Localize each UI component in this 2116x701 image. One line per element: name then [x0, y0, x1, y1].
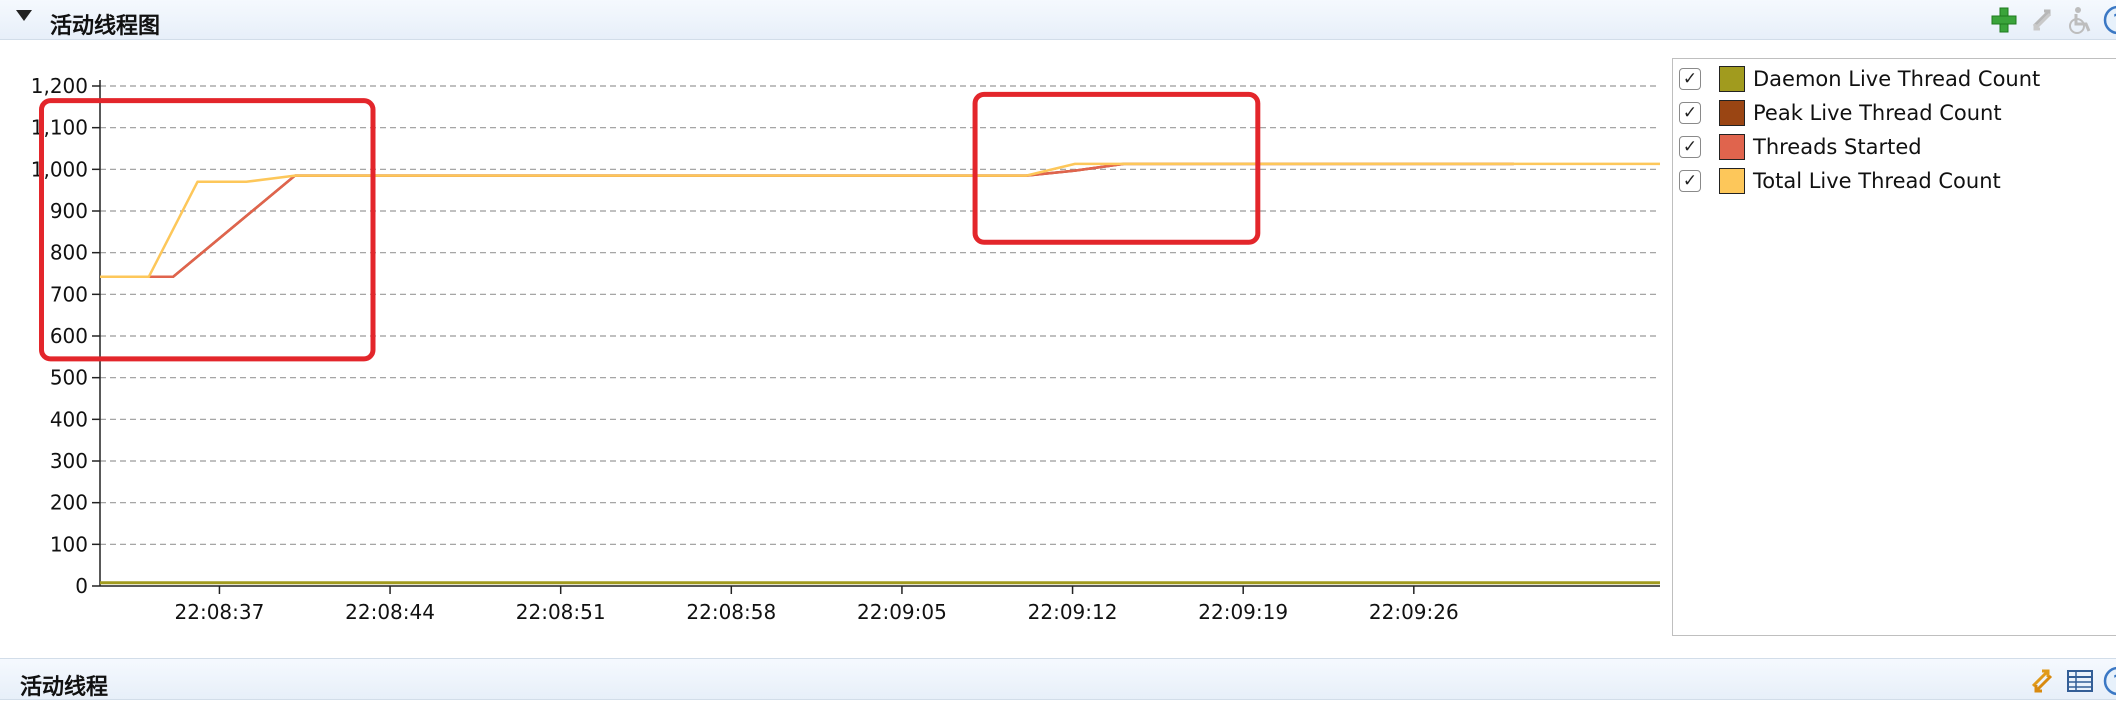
y-tick-label: 800: [50, 241, 88, 265]
x-tick-label: 22:09:05: [857, 600, 947, 624]
series-line-2: [100, 162, 1514, 279]
y-tick-label: 100: [50, 532, 88, 556]
legend-checkbox[interactable]: ✓: [1679, 136, 1701, 158]
legend-item-peak[interactable]: ✓ Peak Live Thread Count: [1673, 97, 2002, 129]
legend-label: Total Live Thread Count: [1753, 169, 2001, 193]
legend-item-daemon[interactable]: ✓ Daemon Live Thread Count: [1673, 63, 2040, 95]
legend-swatch: [1719, 100, 1745, 126]
svg-text:?: ?: [2113, 672, 2116, 692]
highlight-box: [972, 91, 1261, 245]
add-icon[interactable]: [1988, 4, 2020, 36]
refresh-icon[interactable]: [2026, 4, 2058, 36]
y-tick-label: 300: [50, 449, 88, 473]
x-tick-label: 22:08:51: [516, 600, 606, 624]
y-tick-label: 700: [50, 282, 88, 306]
legend-checkbox[interactable]: ✓: [1679, 170, 1701, 192]
chart-toolbar: ?: [1988, 4, 2116, 36]
y-tick-label: 200: [50, 491, 88, 515]
collapse-triangle-icon[interactable]: [16, 10, 32, 21]
legend-item-threads-started[interactable]: ✓ Threads Started: [1673, 131, 1922, 163]
y-tick-label: 400: [50, 407, 88, 431]
active-threads-header: 活动线程 ?: [0, 658, 2116, 700]
section-title: 活动线程图: [50, 14, 161, 39]
svg-text:?: ?: [2113, 11, 2116, 31]
threads-toolbar: ?: [2026, 665, 2116, 697]
highlight-box: [39, 98, 376, 362]
x-tick-label: 22:09:12: [1028, 600, 1118, 624]
y-tick-label: 900: [50, 199, 88, 223]
x-tick-label: 22:08:58: [686, 600, 776, 624]
table-icon[interactable]: [2064, 665, 2096, 697]
x-tick-label: 22:08:44: [345, 600, 435, 624]
y-tick-label: 600: [50, 324, 88, 348]
legend-item-total[interactable]: ✓ Total Live Thread Count: [1673, 165, 2001, 197]
accessibility-icon[interactable]: [2064, 4, 2096, 36]
legend-checkbox[interactable]: ✓: [1679, 102, 1701, 124]
legend-swatch: [1719, 134, 1745, 160]
thread-chart-header: 活动线程图 ?: [0, 0, 2116, 40]
x-tick-label: 22:09:19: [1198, 600, 1288, 624]
section-title: 活动线程: [20, 675, 109, 700]
legend-label: Threads Started: [1753, 135, 1922, 159]
help-icon[interactable]: ?: [2102, 4, 2116, 36]
y-tick-label: 1,200: [31, 74, 88, 98]
series-line-3: [100, 162, 1660, 279]
chart-legend: ✓ Daemon Live Thread Count ✓ Peak Live T…: [1672, 58, 2116, 636]
legend-checkbox[interactable]: ✓: [1679, 68, 1701, 90]
legend-label: Peak Live Thread Count: [1753, 101, 2002, 125]
x-tick-label: 22:08:37: [175, 600, 265, 624]
legend-label: Daemon Live Thread Count: [1753, 67, 2041, 91]
y-tick-label: 500: [50, 366, 88, 390]
legend-swatch: [1719, 168, 1745, 194]
legend-swatch: [1719, 66, 1745, 92]
help-icon[interactable]: ?: [2102, 665, 2116, 697]
refresh-icon[interactable]: [2026, 665, 2058, 697]
y-tick-label: 0: [75, 574, 88, 598]
series-line-1: [100, 162, 1514, 279]
thread-line-chart: 01002003004005006007008009001,0001,1001,…: [31, 74, 1660, 624]
x-tick-label: 22:09:26: [1369, 600, 1459, 624]
